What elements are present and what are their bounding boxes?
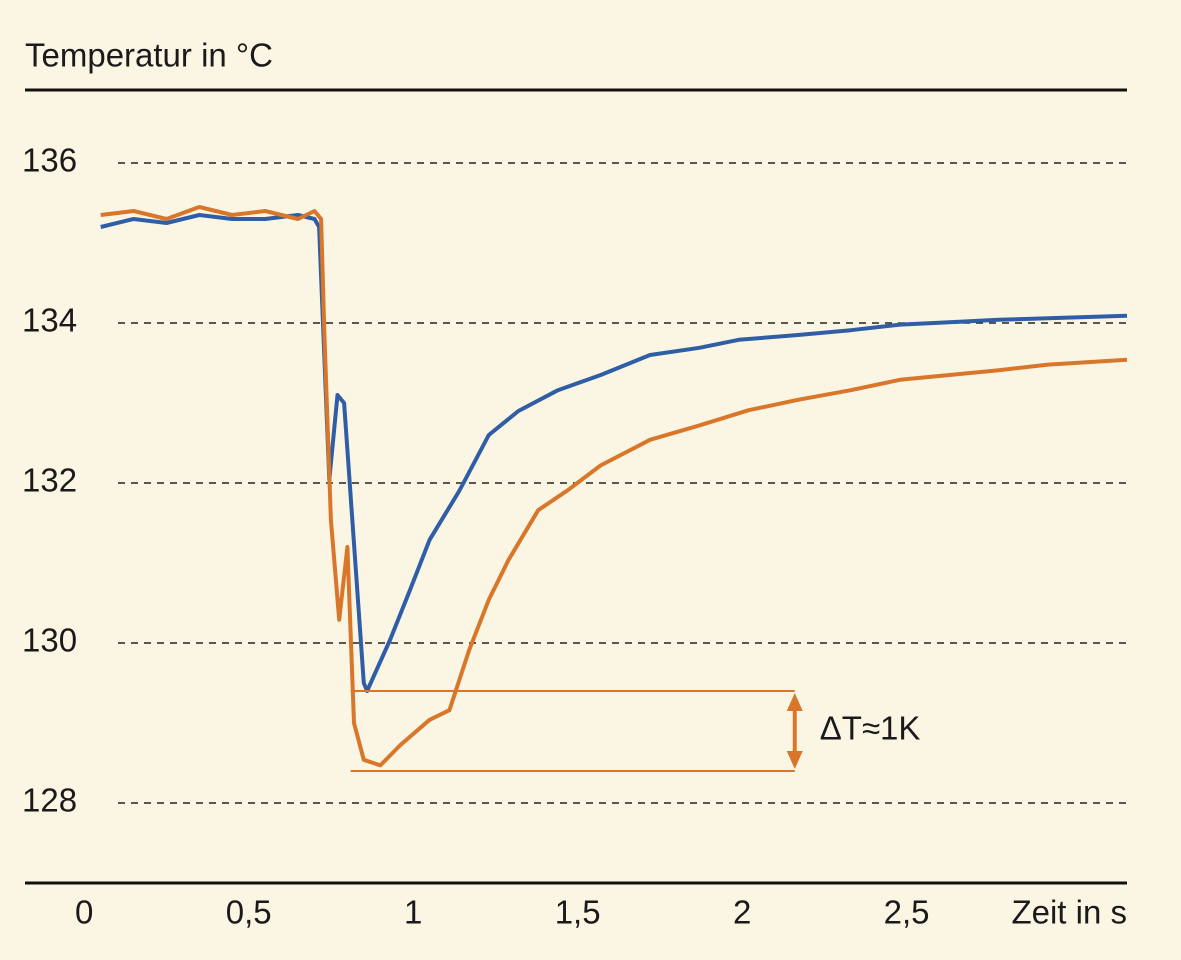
y-tick-label: 134: [22, 302, 77, 339]
y-tick-label: 132: [22, 462, 77, 499]
chart-title: Temperatur in °C: [25, 37, 273, 74]
x-tick-label: 2: [733, 894, 751, 931]
series-line: [100, 213, 1128, 693]
y-tick-label: 130: [22, 622, 77, 659]
series-line: [100, 205, 1128, 768]
x-tick-label: 1,5: [555, 894, 601, 931]
x-tick-label: 2,5: [884, 894, 930, 931]
x-axis-label: Zeit in s: [1011, 894, 1127, 931]
annotation-label: ΔT≈1K: [820, 710, 921, 747]
x-tick-label: 0,5: [226, 894, 272, 931]
x-tick-label: 1: [404, 894, 422, 931]
arrow-head: [786, 693, 803, 711]
arrow-head: [786, 751, 803, 769]
y-tick-label: 128: [22, 782, 77, 819]
y-tick-label: 136: [22, 142, 77, 179]
x-tick-label: 0: [75, 894, 93, 931]
